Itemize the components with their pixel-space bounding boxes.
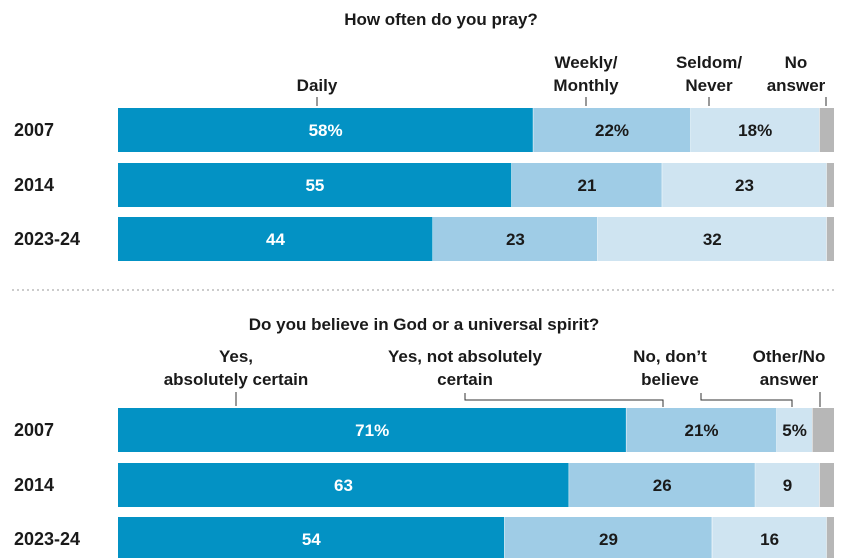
data-label: 26 (653, 476, 672, 495)
data-label: 9 (783, 476, 792, 495)
legend-other-no-answer: Other/No answer (753, 347, 826, 389)
data-label: 54 (302, 530, 321, 549)
data-label: 29 (599, 530, 618, 549)
bar-segment (118, 463, 569, 507)
category-label: 2014 (14, 175, 54, 195)
bar-segment (690, 108, 820, 152)
bar-segment (712, 517, 827, 558)
bar-segment (819, 108, 834, 152)
data-label: 21% (684, 421, 718, 440)
bars-group: 2007 58% 22% 18% 2014 55 21 23 2023-24 44 23 32 2007… (14, 108, 834, 558)
bar-segment (597, 217, 827, 261)
bar-segment (533, 108, 691, 152)
data-label: 18% (738, 121, 772, 140)
chart-title: How often do you pray? (344, 10, 538, 29)
bar-segment (776, 408, 812, 452)
bar-segment (118, 517, 505, 558)
bar-segment (826, 217, 834, 261)
bar-segment (626, 408, 777, 452)
bar-segment (826, 163, 834, 207)
bar-segment (511, 163, 662, 207)
bar-segment (826, 517, 834, 558)
legend-dont-believe: No, don’t believe (633, 347, 707, 389)
bar-segment (812, 408, 834, 452)
legend-weekly-monthly: Weekly/Monthly (553, 53, 619, 95)
bar-segment (118, 108, 533, 152)
data-label: 21 (578, 176, 597, 195)
data-label: 63 (334, 476, 353, 495)
data-label: 55 (305, 176, 324, 195)
data-label: 16 (760, 530, 779, 549)
category-label: 2023-24 (14, 229, 80, 249)
data-label: 23 (735, 176, 754, 195)
bar-segment (118, 408, 626, 452)
bar-segment (433, 217, 598, 261)
bar-segment (504, 517, 712, 558)
category-label: 2014 (14, 475, 54, 495)
legend-not-absolutely-certain: Yes, not absolutely certain (388, 347, 543, 389)
category-label: 2007 (14, 120, 54, 140)
data-label: 44 (266, 230, 285, 249)
data-label: 5% (782, 421, 807, 440)
bar-segment (118, 217, 433, 261)
bar-segment (819, 463, 834, 507)
category-label: 2023-24 (14, 529, 80, 549)
category-label: 2007 (14, 420, 54, 440)
legend-absolutely-certain: Yes, absolutely certain (164, 347, 309, 389)
bar-segment (755, 463, 820, 507)
leader-not-absolutely (464, 393, 664, 407)
data-label: 58% (309, 121, 343, 140)
bar-segment (662, 163, 827, 207)
chart-title-2: Do you believe in God or a universal spi… (249, 315, 599, 334)
data-label: 32 (703, 230, 722, 249)
bar-segment (118, 163, 512, 207)
legend-daily: Daily (297, 76, 338, 95)
bar-segment (569, 463, 755, 507)
data-label: 71% (355, 421, 389, 440)
data-label: 23 (506, 230, 525, 249)
leader-dont-believe (700, 393, 793, 407)
data-label: 22% (595, 121, 629, 140)
legend-no-answer: No answer (767, 53, 826, 95)
legend-seldom-never: Seldom/Never (676, 53, 742, 95)
